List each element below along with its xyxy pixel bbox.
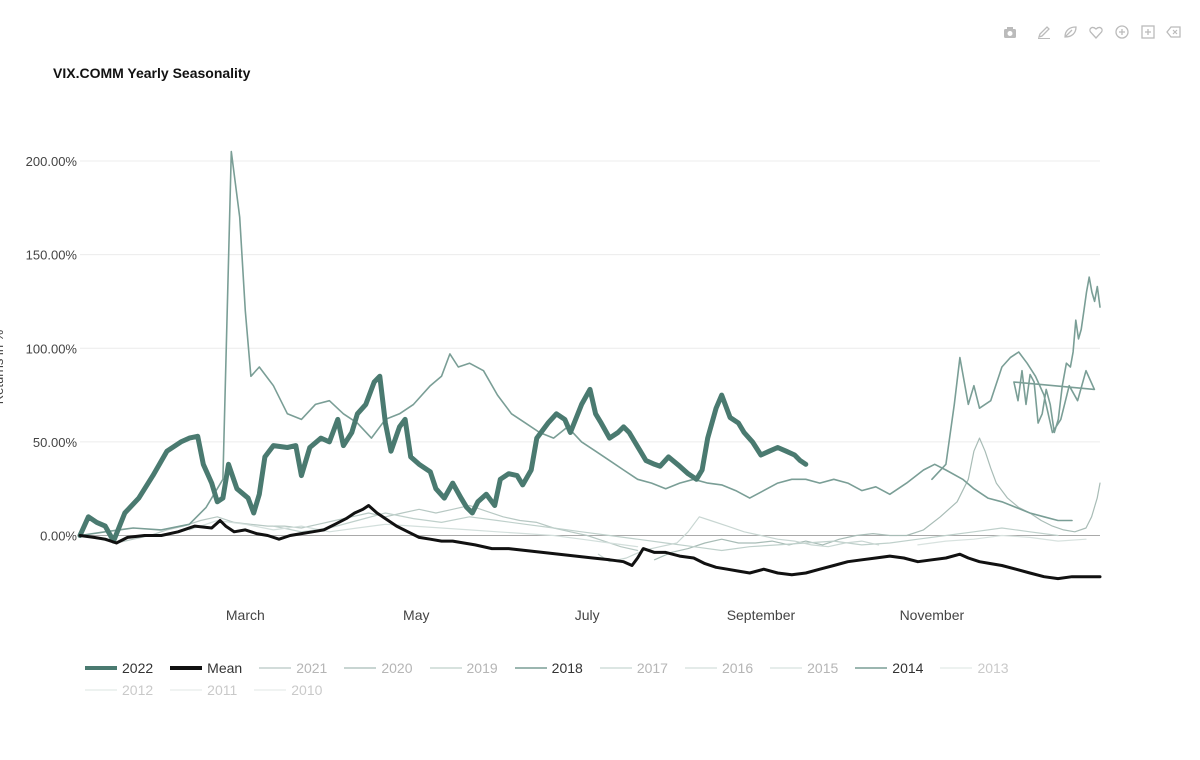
legend-item-2014[interactable]: 2014 (854, 658, 923, 678)
legend-label: 2016 (721, 660, 754, 676)
series-line-2022 (77, 373, 809, 544)
x-tick-label: September (727, 607, 796, 623)
draw-rect-button[interactable] (1140, 24, 1156, 40)
y-tick-label: 50.00% (33, 435, 78, 450)
series-line-2020 (653, 437, 1101, 561)
legend-label: 2017 (636, 660, 668, 676)
draw-circle-button[interactable] (1114, 24, 1130, 40)
eraser-icon (1166, 26, 1181, 38)
legend-item-2017[interactable]: 2017 (599, 658, 668, 678)
legend-swatch (259, 667, 292, 669)
erase-shape-button[interactable] (1166, 24, 1182, 40)
legend-item-2018[interactable]: 2018 (514, 658, 583, 678)
legend-label: 2015 (807, 660, 839, 676)
legend: 2022 Mean 2021 2020 2019 2018 2017 2016 2015 2014… (84, 658, 1094, 700)
camera-icon (1004, 27, 1016, 38)
legend-swatch (170, 666, 203, 670)
legend-swatch (344, 667, 377, 669)
legend-label: 2019 (466, 660, 498, 676)
line-chart: 200.00% 150.00% 100.00% 50.00% 0.00% Returns … (0, 150, 1102, 623)
draw-closed-path-button[interactable] (1088, 24, 1104, 40)
legend-swatch (684, 667, 717, 669)
legend-label: 2011 (207, 682, 238, 698)
legend-label: 2018 (551, 660, 583, 676)
series-line-mean (78, 504, 1102, 581)
legend-label: 2013 (977, 660, 1009, 676)
legend-swatch (429, 667, 462, 669)
legend-label: 2012 (122, 682, 154, 698)
series-line-2015 (917, 534, 1087, 546)
legend-swatch (770, 667, 803, 669)
x-tick-label: July (575, 607, 600, 623)
legend-label: Mean (207, 660, 243, 676)
draw-open-path-button[interactable] (1062, 24, 1078, 40)
y-tick-label: 200.00% (26, 154, 78, 169)
legend-swatch (855, 667, 888, 669)
legend-item-2021[interactable]: 2021 (258, 658, 327, 678)
draw-line-button[interactable] (1036, 24, 1052, 40)
legend-item-2011[interactable]: 2011 (169, 680, 237, 700)
y-tick-label: 0.00% (40, 529, 77, 544)
series-line-2016 (188, 519, 639, 548)
x-tick-label: May (403, 607, 429, 623)
modebar (1002, 24, 1182, 40)
legend-label: 2022 (122, 660, 154, 676)
legend-label: 2021 (296, 660, 328, 676)
legend-item-2012[interactable]: 2012 (84, 680, 153, 700)
legend-item-2015[interactable]: 2015 (769, 658, 838, 678)
circle-plus-icon (1115, 25, 1129, 39)
legend-swatch (940, 667, 973, 669)
legend-item-2010[interactable]: 2010 (253, 680, 322, 700)
legend-swatch (599, 667, 632, 669)
legend-swatch (170, 689, 203, 691)
series-line-2014 (931, 276, 1101, 481)
legend-item-2013[interactable]: 2013 (939, 658, 1009, 678)
x-tick-label: November (900, 607, 965, 623)
legend-item-2020[interactable]: 2020 (343, 658, 413, 678)
heart-icon (1089, 26, 1103, 39)
series-line-2019 (272, 512, 1059, 552)
pencil-icon (1037, 26, 1050, 39)
download-plot-button[interactable] (1002, 24, 1018, 40)
legend-swatch (85, 666, 117, 670)
y-axis-title: Returns in % (0, 329, 6, 404)
legend-item-2016[interactable]: 2016 (684, 658, 753, 678)
leaf-icon (1064, 26, 1077, 38)
legend-swatch (514, 667, 547, 669)
legend-item-2019[interactable]: 2019 (429, 658, 498, 678)
legend-label: 2020 (381, 660, 413, 676)
y-tick-label: 100.00% (26, 341, 78, 356)
series-line-2018 (79, 150, 1073, 537)
legend-swatch (85, 689, 117, 691)
y-tick-label: 150.00% (26, 248, 78, 263)
legend-label: 2014 (892, 660, 924, 676)
legend-swatch (254, 689, 287, 691)
legend-item-2022[interactable]: 2022 (84, 658, 153, 678)
square-plus-icon (1141, 25, 1155, 39)
legend-label: 2010 (291, 682, 323, 698)
series-line-2021 (79, 504, 639, 552)
legend-item-mean[interactable]: Mean (169, 658, 242, 678)
x-tick-label: March (226, 607, 265, 623)
chart-title: VIX.COMM Yearly Seasonality (53, 65, 251, 81)
